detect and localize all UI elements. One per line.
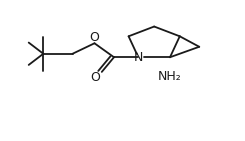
Text: O: O [89,31,99,44]
Text: NH₂: NH₂ [158,70,182,83]
Text: O: O [90,71,100,84]
Text: N: N [134,51,143,64]
